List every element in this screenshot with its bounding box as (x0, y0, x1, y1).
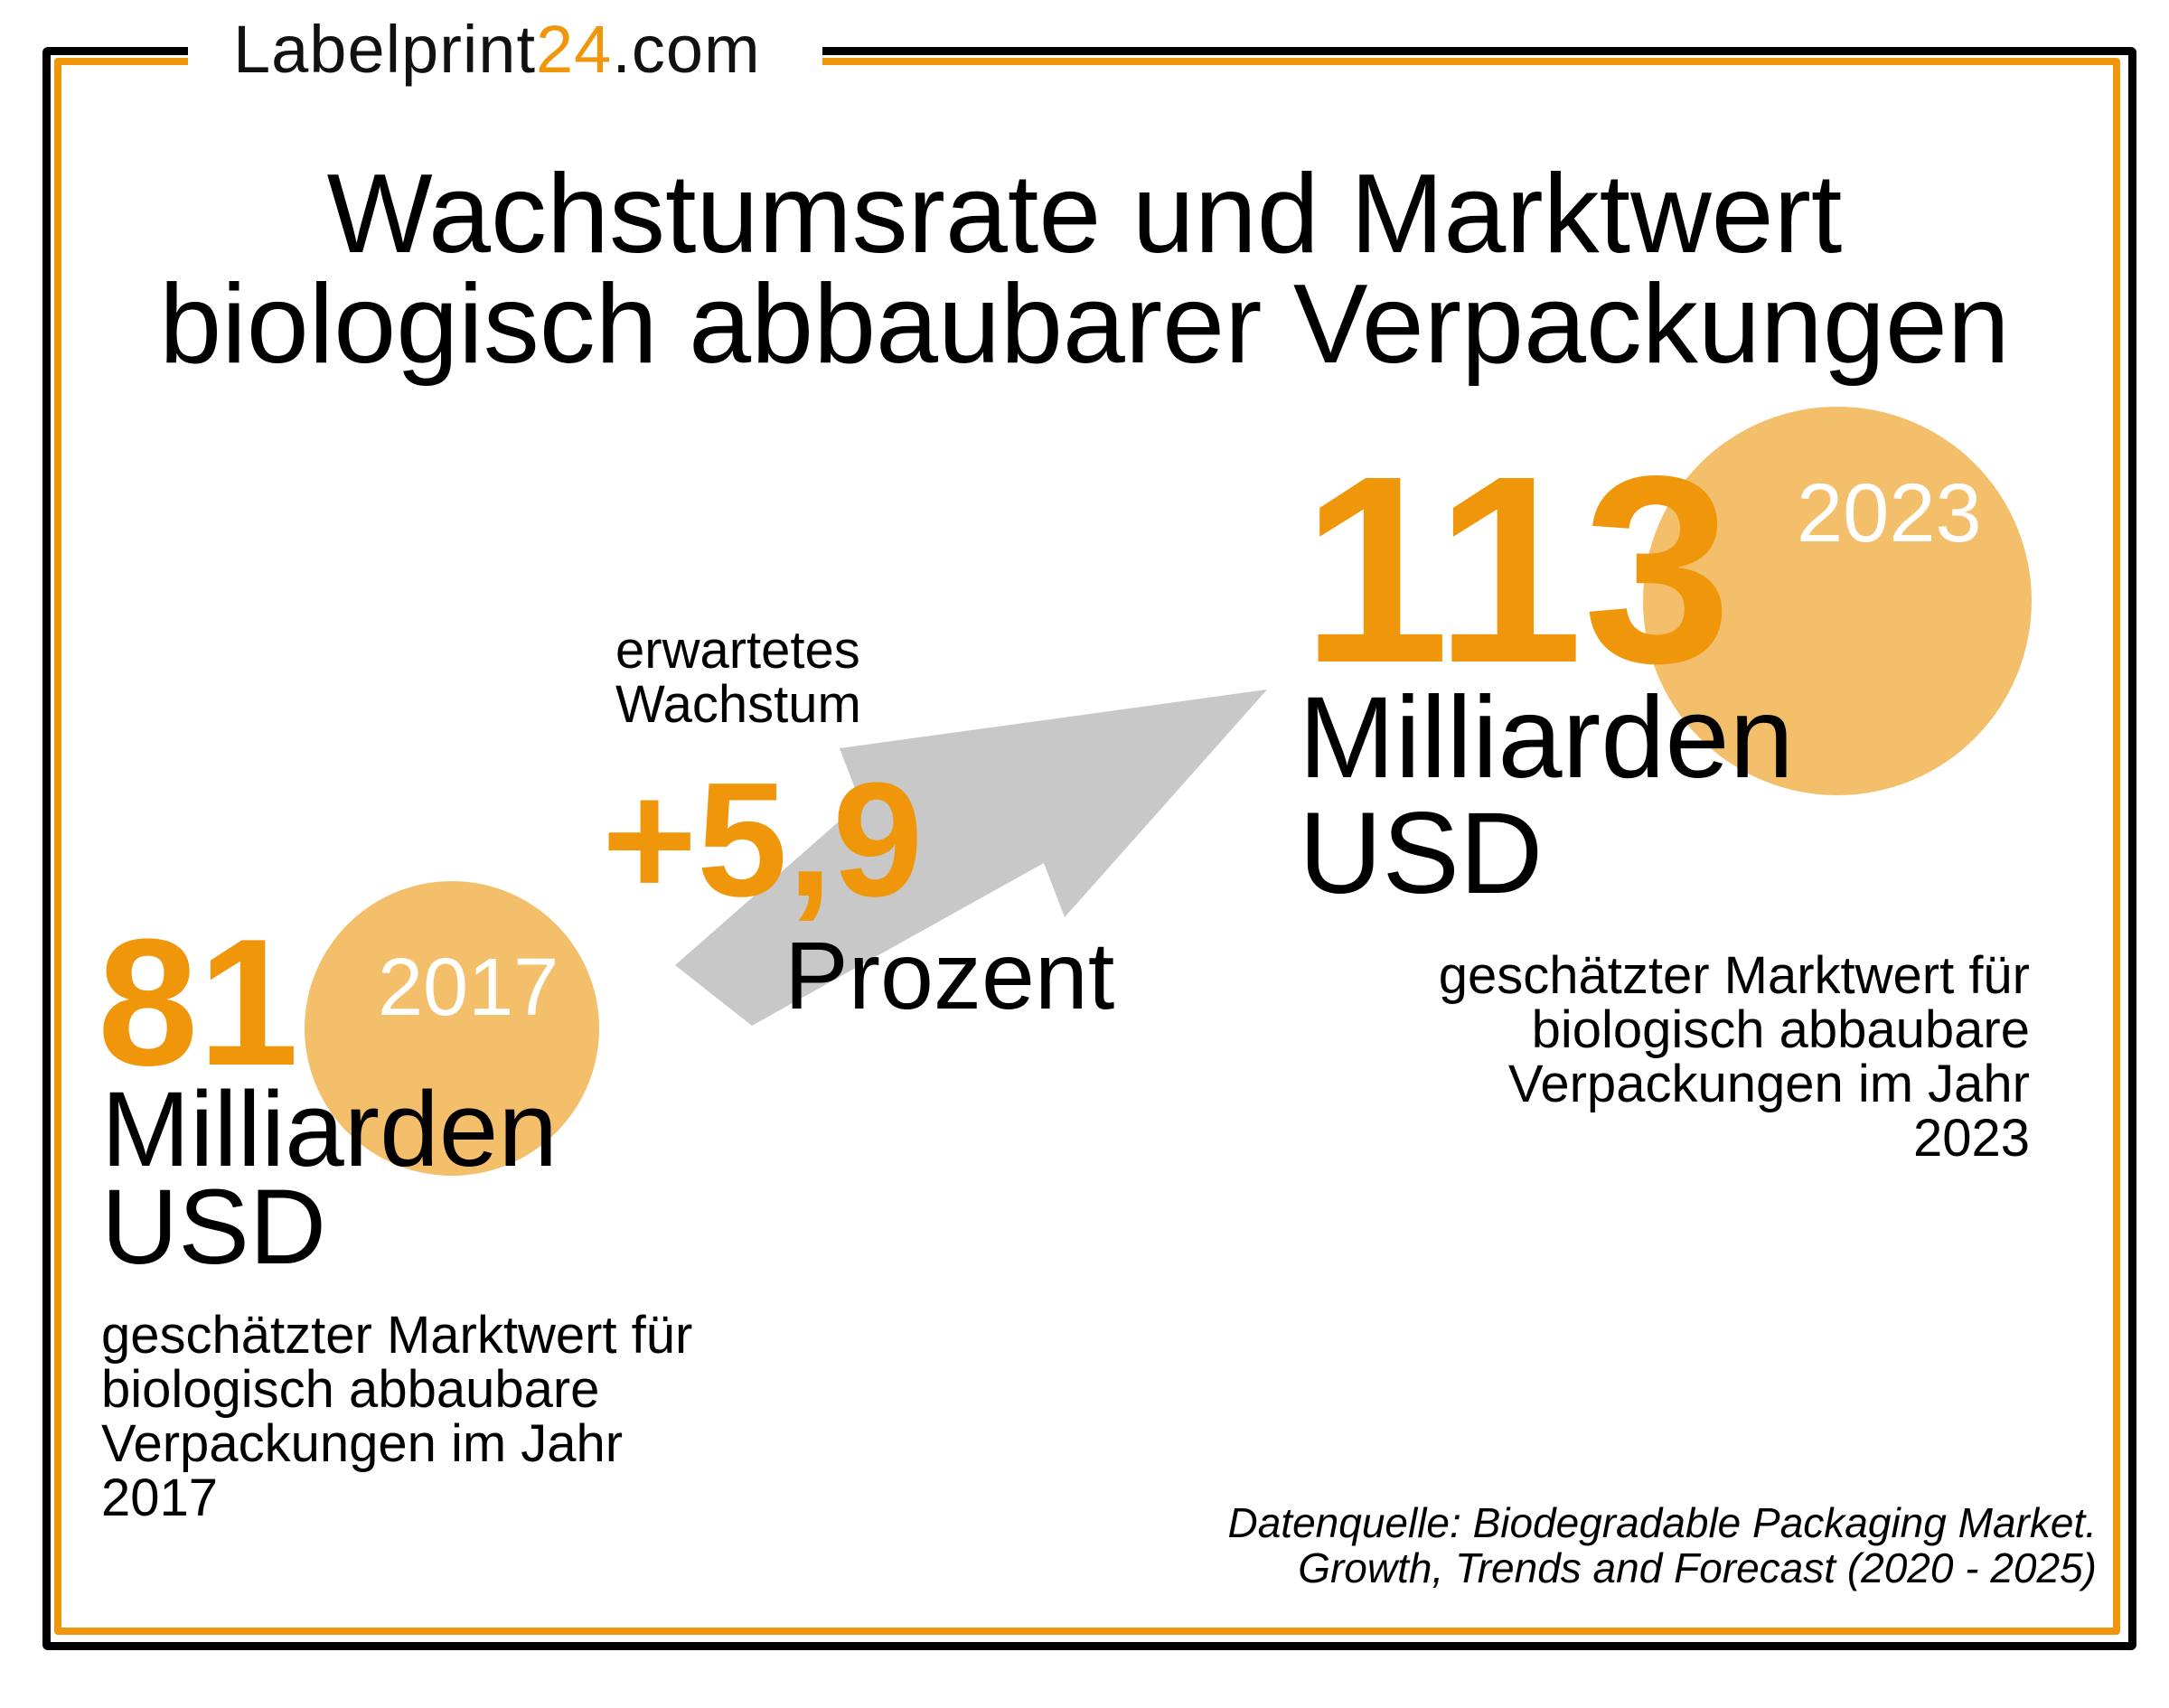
year-label-2023: 2023 (1797, 467, 1982, 559)
value-2017: 81 (98, 902, 299, 1103)
logo-suffix: .com (612, 12, 761, 87)
growth-label-line2: Wachstum (615, 675, 861, 734)
growth-unit: Prozent (784, 923, 1115, 1029)
unit-2017-line2: USD (101, 1168, 327, 1287)
description-2017-line: Verpackungen im Jahr (101, 1414, 624, 1473)
logo-prefix: Labelprint (233, 12, 537, 87)
data-source-line1: Datenquelle: Biodegradable Packaging Mar… (1227, 1499, 2097, 1546)
data-source-line2: Growth, Trends and Forecast (2020 - 2025… (1298, 1544, 2097, 1591)
page-title-line2: biologisch abbaubarer Verpackungen (159, 262, 2010, 387)
unit-2023-line2: USD (1299, 789, 1544, 918)
data-source: Datenquelle: Biodegradable Packaging Mar… (1084, 1500, 2097, 1591)
description-2023-line: geschätzter Marktwert für (1438, 946, 2030, 1005)
description-2023-line: Verpackungen im Jahr (1507, 1055, 2030, 1113)
brand-logo: Labelprint24.com (233, 9, 761, 90)
logo-accent: 24 (536, 12, 613, 87)
year-circle-2017 (305, 881, 599, 1176)
value-2023: 113 (1301, 420, 1732, 718)
description-2017: geschätzter Marktwert für biologisch abb… (101, 1309, 692, 1525)
year-label-2017: 2017 (378, 943, 559, 1033)
growth-value: +5,9 (602, 749, 924, 931)
description-2023: geschätzter Marktwert für biologisch abb… (1265, 949, 2030, 1166)
unit-2017-line1: Milliarden (101, 1070, 558, 1189)
description-2023-line: 2023 (1912, 1109, 2030, 1168)
year-circle-2023 (1643, 407, 2032, 795)
outer-frame (42, 47, 2136, 1650)
page-title-line1: Wachstumsrate und Marktwert (326, 152, 1843, 277)
inner-frame (54, 58, 2120, 1635)
description-2023-line: biologisch abbaubare (1531, 1000, 2030, 1059)
description-2017-line: 2017 (101, 1469, 219, 1527)
description-2017-line: geschätzter Marktwert für (101, 1306, 693, 1365)
description-2017-line: biologisch abbaubare (101, 1360, 600, 1419)
logo-frame-gap (188, 36, 822, 72)
unit-2023-line1: Milliarden (1299, 673, 1794, 802)
growth-label-line1: erwartetes (615, 621, 860, 680)
growth-label: erwartetes Wachstum (615, 624, 861, 732)
